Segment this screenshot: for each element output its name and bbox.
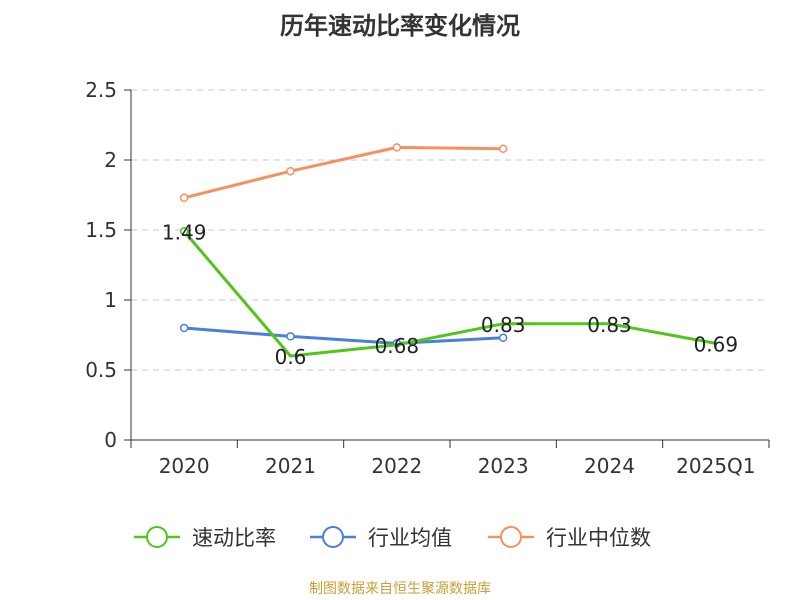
legend-label: 行业中位数 (546, 526, 651, 550)
x-tick-label: 2020 (159, 454, 210, 478)
data-label: 0.6 (275, 345, 307, 369)
series-point-1 (179, 323, 189, 333)
series-point-2 (498, 144, 508, 154)
series-point-2 (179, 193, 189, 203)
series-lines (179, 143, 717, 358)
series-line-0 (183, 230, 717, 358)
data-label: 1.49 (162, 220, 207, 244)
source-note: 制图数据来自恒生聚源数据库 (309, 581, 491, 597)
series-point-1 (286, 332, 295, 341)
series-point-0 (179, 227, 189, 236)
data-label: 0.68 (375, 334, 420, 358)
legend-item[interactable]: 行业均值 (310, 526, 452, 550)
series-point-2 (286, 166, 295, 176)
gridlines (131, 89, 769, 371)
x-tick-label: 2021 (265, 454, 316, 478)
series-point-1 (498, 333, 508, 343)
y-tick-label: 2 (104, 148, 117, 172)
legend-item[interactable]: 行业中位数 (488, 526, 651, 550)
legend-label: 行业均值 (368, 526, 452, 550)
y-tick-label: 0 (104, 428, 117, 452)
x-tick-label: 2022 (371, 454, 422, 478)
y-tick-label: 1.5 (85, 218, 117, 242)
axes: 0 0.5 1 1.5 2 2.5 2020 2021 2022 2023 2024 2025Q1 (85, 78, 770, 478)
legend-marker-icon (146, 526, 168, 548)
data-label: 0.83 (481, 313, 526, 337)
legend-label: 速动比率 (192, 526, 276, 550)
x-tick-label: 2023 (478, 454, 529, 478)
data-label: 0.69 (694, 332, 739, 356)
x-tick-label: 2025Q1 (676, 454, 755, 478)
series-line-2 (183, 145, 504, 200)
data-labels: 1.49 0.6 0.68 0.83 0.83 0.69 (162, 220, 738, 369)
series-line-1 (184, 326, 504, 345)
legend: 速动比率 行业均值 行业中位数 (134, 526, 651, 550)
y-tick-label: 0.5 (85, 358, 117, 382)
x-tick-label: 2024 (584, 454, 635, 478)
legend-marker-icon (322, 526, 344, 548)
legend-item[interactable]: 速动比率 (134, 526, 276, 550)
data-label: 0.83 (587, 313, 632, 337)
y-tick-label: 1 (104, 288, 117, 312)
series-point-2 (392, 143, 402, 152)
legend-marker-icon (500, 526, 522, 548)
y-tick-label: 2.5 (85, 78, 117, 102)
chart-title: 历年速动比率变化情况 (280, 12, 520, 40)
